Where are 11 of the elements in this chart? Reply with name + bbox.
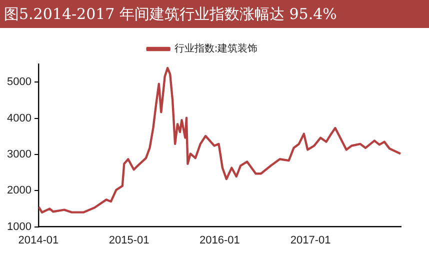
y-tick-label: 3000 xyxy=(6,148,32,160)
x-tick-label: 2016-01 xyxy=(200,234,240,246)
x-tick-label: 2017-01 xyxy=(290,234,331,246)
y-tick-label: 4000 xyxy=(6,112,32,124)
chart-title: 图5.2014-2017 年间建筑行业指数涨幅达 95.4% xyxy=(0,0,429,28)
y-tick-label: 1000 xyxy=(6,220,32,233)
x-tick-label: 2015-01 xyxy=(108,234,150,246)
x-tick-label: 2014-01 xyxy=(18,234,59,246)
legend-label: 行业指数:建筑装饰 xyxy=(174,42,258,55)
y-tick-label: 5000 xyxy=(6,76,32,88)
y-tick-label: 2000 xyxy=(6,184,32,197)
